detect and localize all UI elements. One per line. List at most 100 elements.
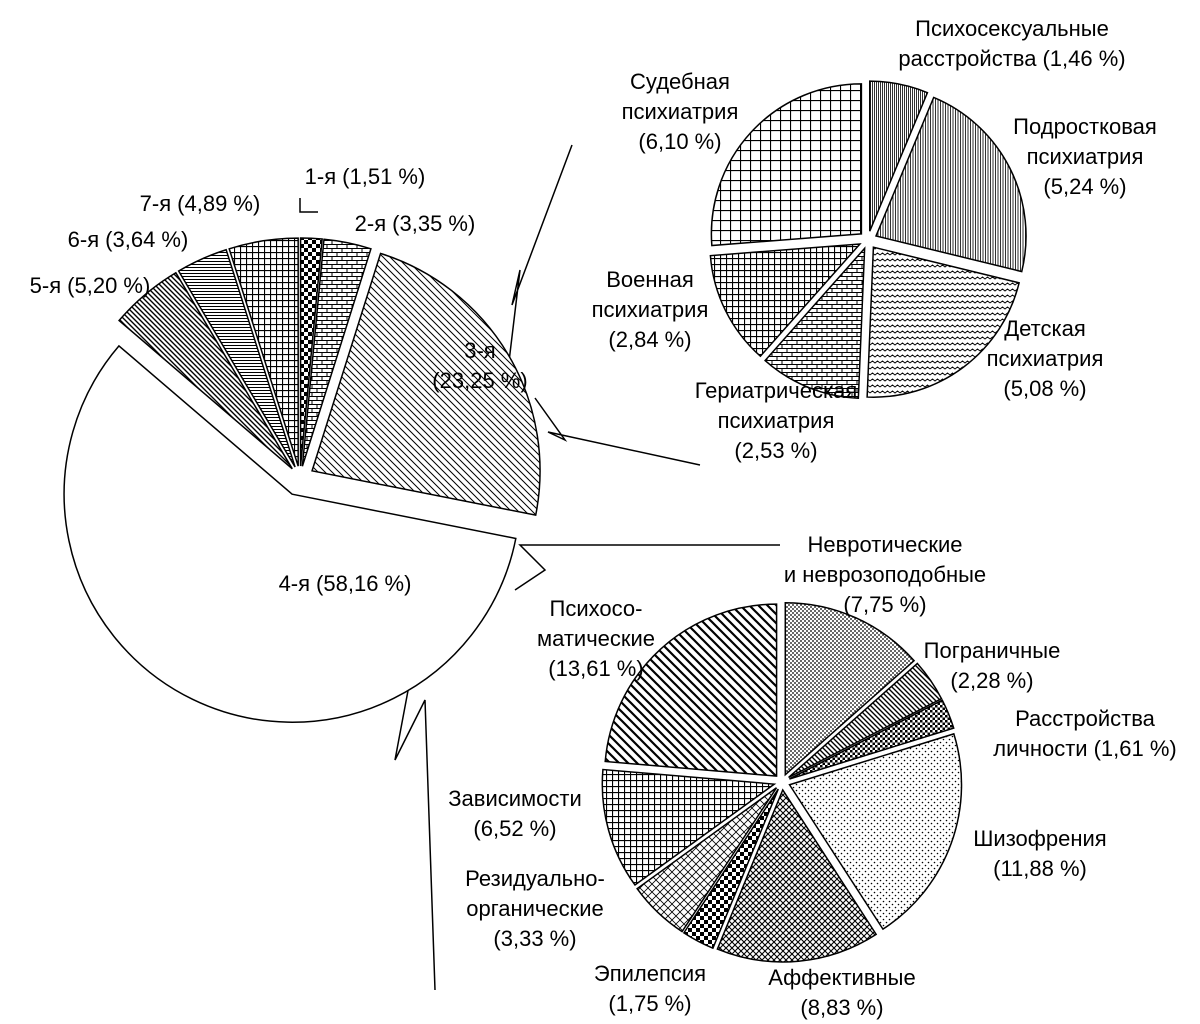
pie-slice — [604, 603, 778, 777]
slice-label: Детская психиатрия (5,08 %) — [987, 316, 1104, 401]
value-label: (2,53 %) — [734, 438, 817, 463]
pie-slice — [788, 732, 963, 931]
pie-slice — [601, 768, 777, 887]
slice-label: Военная психиатрия (2,84 %) — [592, 267, 709, 352]
value-label: (2,84 %) — [608, 327, 691, 352]
pie-slice — [301, 238, 372, 467]
pie-slice — [866, 246, 1021, 398]
label-line: матические — [537, 626, 655, 651]
pie-slice — [636, 787, 778, 933]
value-label: (5,20 %) — [67, 273, 150, 298]
label-line: 6-я — [68, 227, 99, 252]
value-label: (8,83 %) — [800, 995, 883, 1020]
pie-slice — [311, 252, 541, 517]
label-line: психиатрия — [622, 99, 739, 124]
label-line: Невротические — [807, 532, 962, 557]
pie-slice — [869, 80, 929, 232]
pie-slice — [789, 699, 955, 780]
slice-label: 5-я (5,20 %) — [30, 273, 151, 298]
label-line: Пограничные — [924, 638, 1061, 663]
pie-slice — [788, 662, 943, 779]
slice-label: Расстройства личности (1,61 %) — [993, 706, 1177, 761]
slice-label: Судебная психиатрия (6,10 %) — [622, 69, 739, 154]
label-line: Психосо- — [550, 596, 643, 621]
value-label: (58,16 %) — [316, 571, 411, 596]
label-line: Военная — [606, 267, 694, 292]
label-line: Расстройства — [1015, 706, 1156, 731]
value-label: (1,61 %) — [1094, 736, 1177, 761]
pie-slice — [63, 344, 517, 723]
value-label: (1,75 %) — [608, 991, 691, 1016]
value-label: (1,51 %) — [342, 164, 425, 189]
label-line: органические — [466, 896, 604, 921]
label-line: Психосексуальные — [915, 16, 1109, 41]
value-label: (11,88 %) — [993, 856, 1087, 881]
connector — [514, 544, 780, 591]
value-label: (4,89 %) — [177, 191, 260, 216]
pie-slice — [764, 246, 866, 399]
value-label: (6,10 %) — [638, 129, 721, 154]
label-line: Судебная — [630, 69, 730, 94]
leader-line — [299, 198, 318, 213]
label-line: и неврозоподобные — [784, 562, 986, 587]
value-label: (2,28 %) — [950, 668, 1033, 693]
label-line: Зависимости — [448, 786, 582, 811]
value-label: (5,08 %) — [1003, 376, 1086, 401]
pie-slice — [709, 243, 862, 358]
slice-label: Эпилепсия (1,75 %) — [594, 961, 706, 1016]
label-line: 5-я — [30, 273, 61, 298]
label-line: 3-я — [464, 338, 495, 363]
slice-label: 4-я (58,16 %) — [279, 571, 412, 596]
slice-label: Зависимости (6,52 %) — [448, 786, 582, 841]
pie-slice — [875, 96, 1027, 273]
label-line: Аффективные — [768, 965, 915, 990]
label-line: психиатрия — [1027, 144, 1144, 169]
label-line: психиатрия — [592, 297, 709, 322]
pie-slice — [682, 788, 779, 950]
label-line: 2-я — [355, 211, 386, 236]
label-line: Шизофрения — [973, 826, 1106, 851]
pie-slice — [716, 788, 878, 963]
pie-slice — [710, 83, 863, 247]
slice-label: 3-я (23,25 %) — [432, 338, 527, 393]
slice-label: Психосо-матические (13,61 %) — [537, 596, 655, 681]
slice-label: Невротические и неврозоподобные (7,75 %) — [784, 532, 986, 617]
label-line: Гериатрическая — [695, 378, 858, 403]
label-line: Резидуально- — [465, 866, 605, 891]
slice-label: 6-я (3,64 %) — [68, 227, 189, 252]
connector — [504, 144, 573, 396]
pie-slice — [177, 248, 296, 468]
slice-label: Психосексуальные расстройства (1,46 %) — [898, 16, 1125, 71]
slice-label: Резидуально-органические (3,33 %) — [465, 866, 605, 951]
value-label: (3,35 %) — [392, 211, 475, 236]
label-line: 4-я — [279, 571, 310, 596]
label-line: личности — [993, 736, 1087, 761]
label-line: расстройства — [898, 46, 1037, 71]
pie-slice — [228, 237, 299, 467]
label-line: Детская — [1004, 316, 1086, 341]
value-label: (13,61 %) — [548, 656, 643, 681]
slice-label: Аффективные (8,83 %) — [768, 965, 915, 1020]
value-label: (3,33 %) — [493, 926, 576, 951]
pie-slice — [784, 601, 916, 777]
label-line: Эпилепсия — [594, 961, 706, 986]
slice-label: Подростковая психиатрия (5,24 %) — [1013, 114, 1157, 199]
value-label: (5,24 %) — [1043, 174, 1126, 199]
value-label: (6,52 %) — [473, 816, 556, 841]
pie-slice — [299, 237, 323, 467]
value-label: (23,25 %) — [432, 368, 527, 393]
slice-label: Гериатрическая психиатрия (2,53 %) — [695, 378, 858, 463]
slice-label: 2-я (3,35 %) — [355, 211, 476, 236]
label-line: 1-я — [305, 164, 336, 189]
pie-slice — [118, 271, 293, 470]
value-label: (3,64 %) — [105, 227, 188, 252]
label-line: Подростковая — [1013, 114, 1157, 139]
connector — [534, 397, 701, 466]
slice-label: Пограничные (2,28 %) — [924, 638, 1061, 693]
value-label: (1,46 %) — [1042, 46, 1125, 71]
value-label: (7,75 %) — [843, 592, 926, 617]
label-line: психиатрия — [718, 408, 835, 433]
label-line: психиатрия — [987, 346, 1104, 371]
label-line: 7-я — [140, 191, 171, 216]
